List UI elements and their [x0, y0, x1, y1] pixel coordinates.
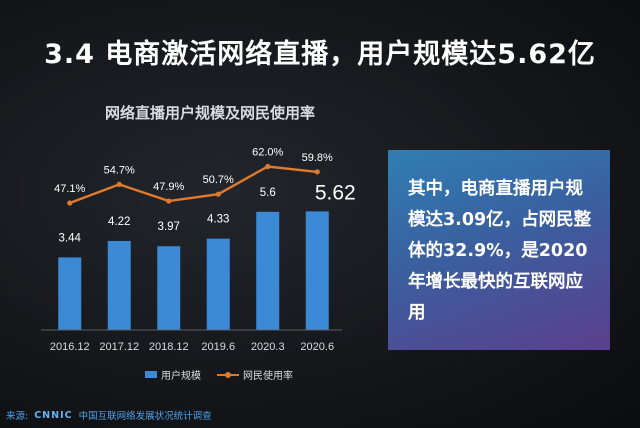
slide-title: 3.4 电商激活网络直播，用户规模达5.62亿	[44, 39, 596, 70]
source-survey: 中国互联网络发展状况统计调查	[78, 411, 212, 422]
usage-rate-label-0: 47.1%	[54, 183, 85, 195]
bar-value-label-0: 3.44	[59, 232, 82, 244]
x-tick-label-5: 2020.6	[300, 341, 334, 353]
legend-line-swatch	[217, 371, 239, 378]
usage-rate-label-5: 59.8%	[302, 152, 333, 164]
bar-value-label-1: 4.22	[108, 216, 130, 228]
x-tick-label-2: 2018.12	[149, 341, 189, 353]
chart-title: 网络直播用户规模及网民使用率	[104, 104, 315, 122]
line-layer	[67, 163, 320, 206]
bar-0	[58, 257, 82, 330]
usage-rate-label-2: 47.9%	[153, 181, 184, 193]
usage-rate-point-2	[166, 198, 172, 204]
bar-5	[305, 211, 329, 330]
source-footer: 来源: CNNIC 中国互联网络发展状况统计调查	[6, 408, 212, 423]
bar-value-label-5: 5.62	[315, 181, 356, 204]
usage-rate-point-4	[265, 163, 271, 170]
bar-value-label-2: 3.97	[158, 221, 180, 233]
x-tick-label-4: 2020.3	[251, 341, 285, 353]
bars-layer	[58, 211, 329, 330]
legend-item-line: 网民使用率	[217, 367, 293, 382]
source-org: CNNIC	[34, 409, 73, 421]
callout-text: 其中，电商直播用户规模达3.09亿，占网民整体的32.9%，是2020年增长最快…	[408, 179, 592, 323]
legend-line-label: 网民使用率	[243, 371, 293, 382]
usage-rate-label-3: 50.7%	[203, 174, 234, 186]
chart-legend: 用户规模 网民使用率	[145, 367, 293, 382]
bar-1	[107, 240, 131, 330]
source-label: 来源:	[6, 411, 29, 422]
x-tick-label-0: 2016.12	[50, 341, 90, 353]
usage-rate-point-1	[116, 181, 122, 187]
legend-bar-swatch	[145, 371, 157, 378]
x-axis: 2016.12 2017.12 2018.12 2019.6 2020.3 2020.6	[41, 329, 342, 353]
x-tick-label-1: 2017.12	[99, 341, 139, 353]
bar-4	[256, 211, 280, 330]
usage-rate-point-3	[215, 191, 221, 197]
legend-bar-label: 用户规模	[161, 371, 201, 382]
usage-rate-label-1: 54.7%	[104, 164, 135, 176]
usage-rate-line	[69, 165, 318, 205]
usage-rate-point-0	[67, 200, 73, 206]
legend-item-bars: 用户规模	[145, 367, 201, 382]
bar-value-label-3: 4.33	[207, 214, 229, 226]
callout-box: 其中，电商直播用户规模达3.09亿，占网民整体的32.9%，是2020年增长最快…	[388, 150, 610, 350]
x-tick-label-3: 2019.6	[201, 341, 235, 353]
bar-value-label-4: 5.6	[260, 187, 276, 199]
usage-rate-point-5	[314, 169, 320, 175]
labels-layer: 3.44 4.22 3.97 4.33 5.6 5.62 47.1% 54.7% 47.9% 50…	[54, 146, 356, 244]
usage-rate-label-4: 62.0%	[252, 146, 283, 158]
bar-2	[157, 246, 181, 330]
bar-3	[206, 238, 230, 330]
